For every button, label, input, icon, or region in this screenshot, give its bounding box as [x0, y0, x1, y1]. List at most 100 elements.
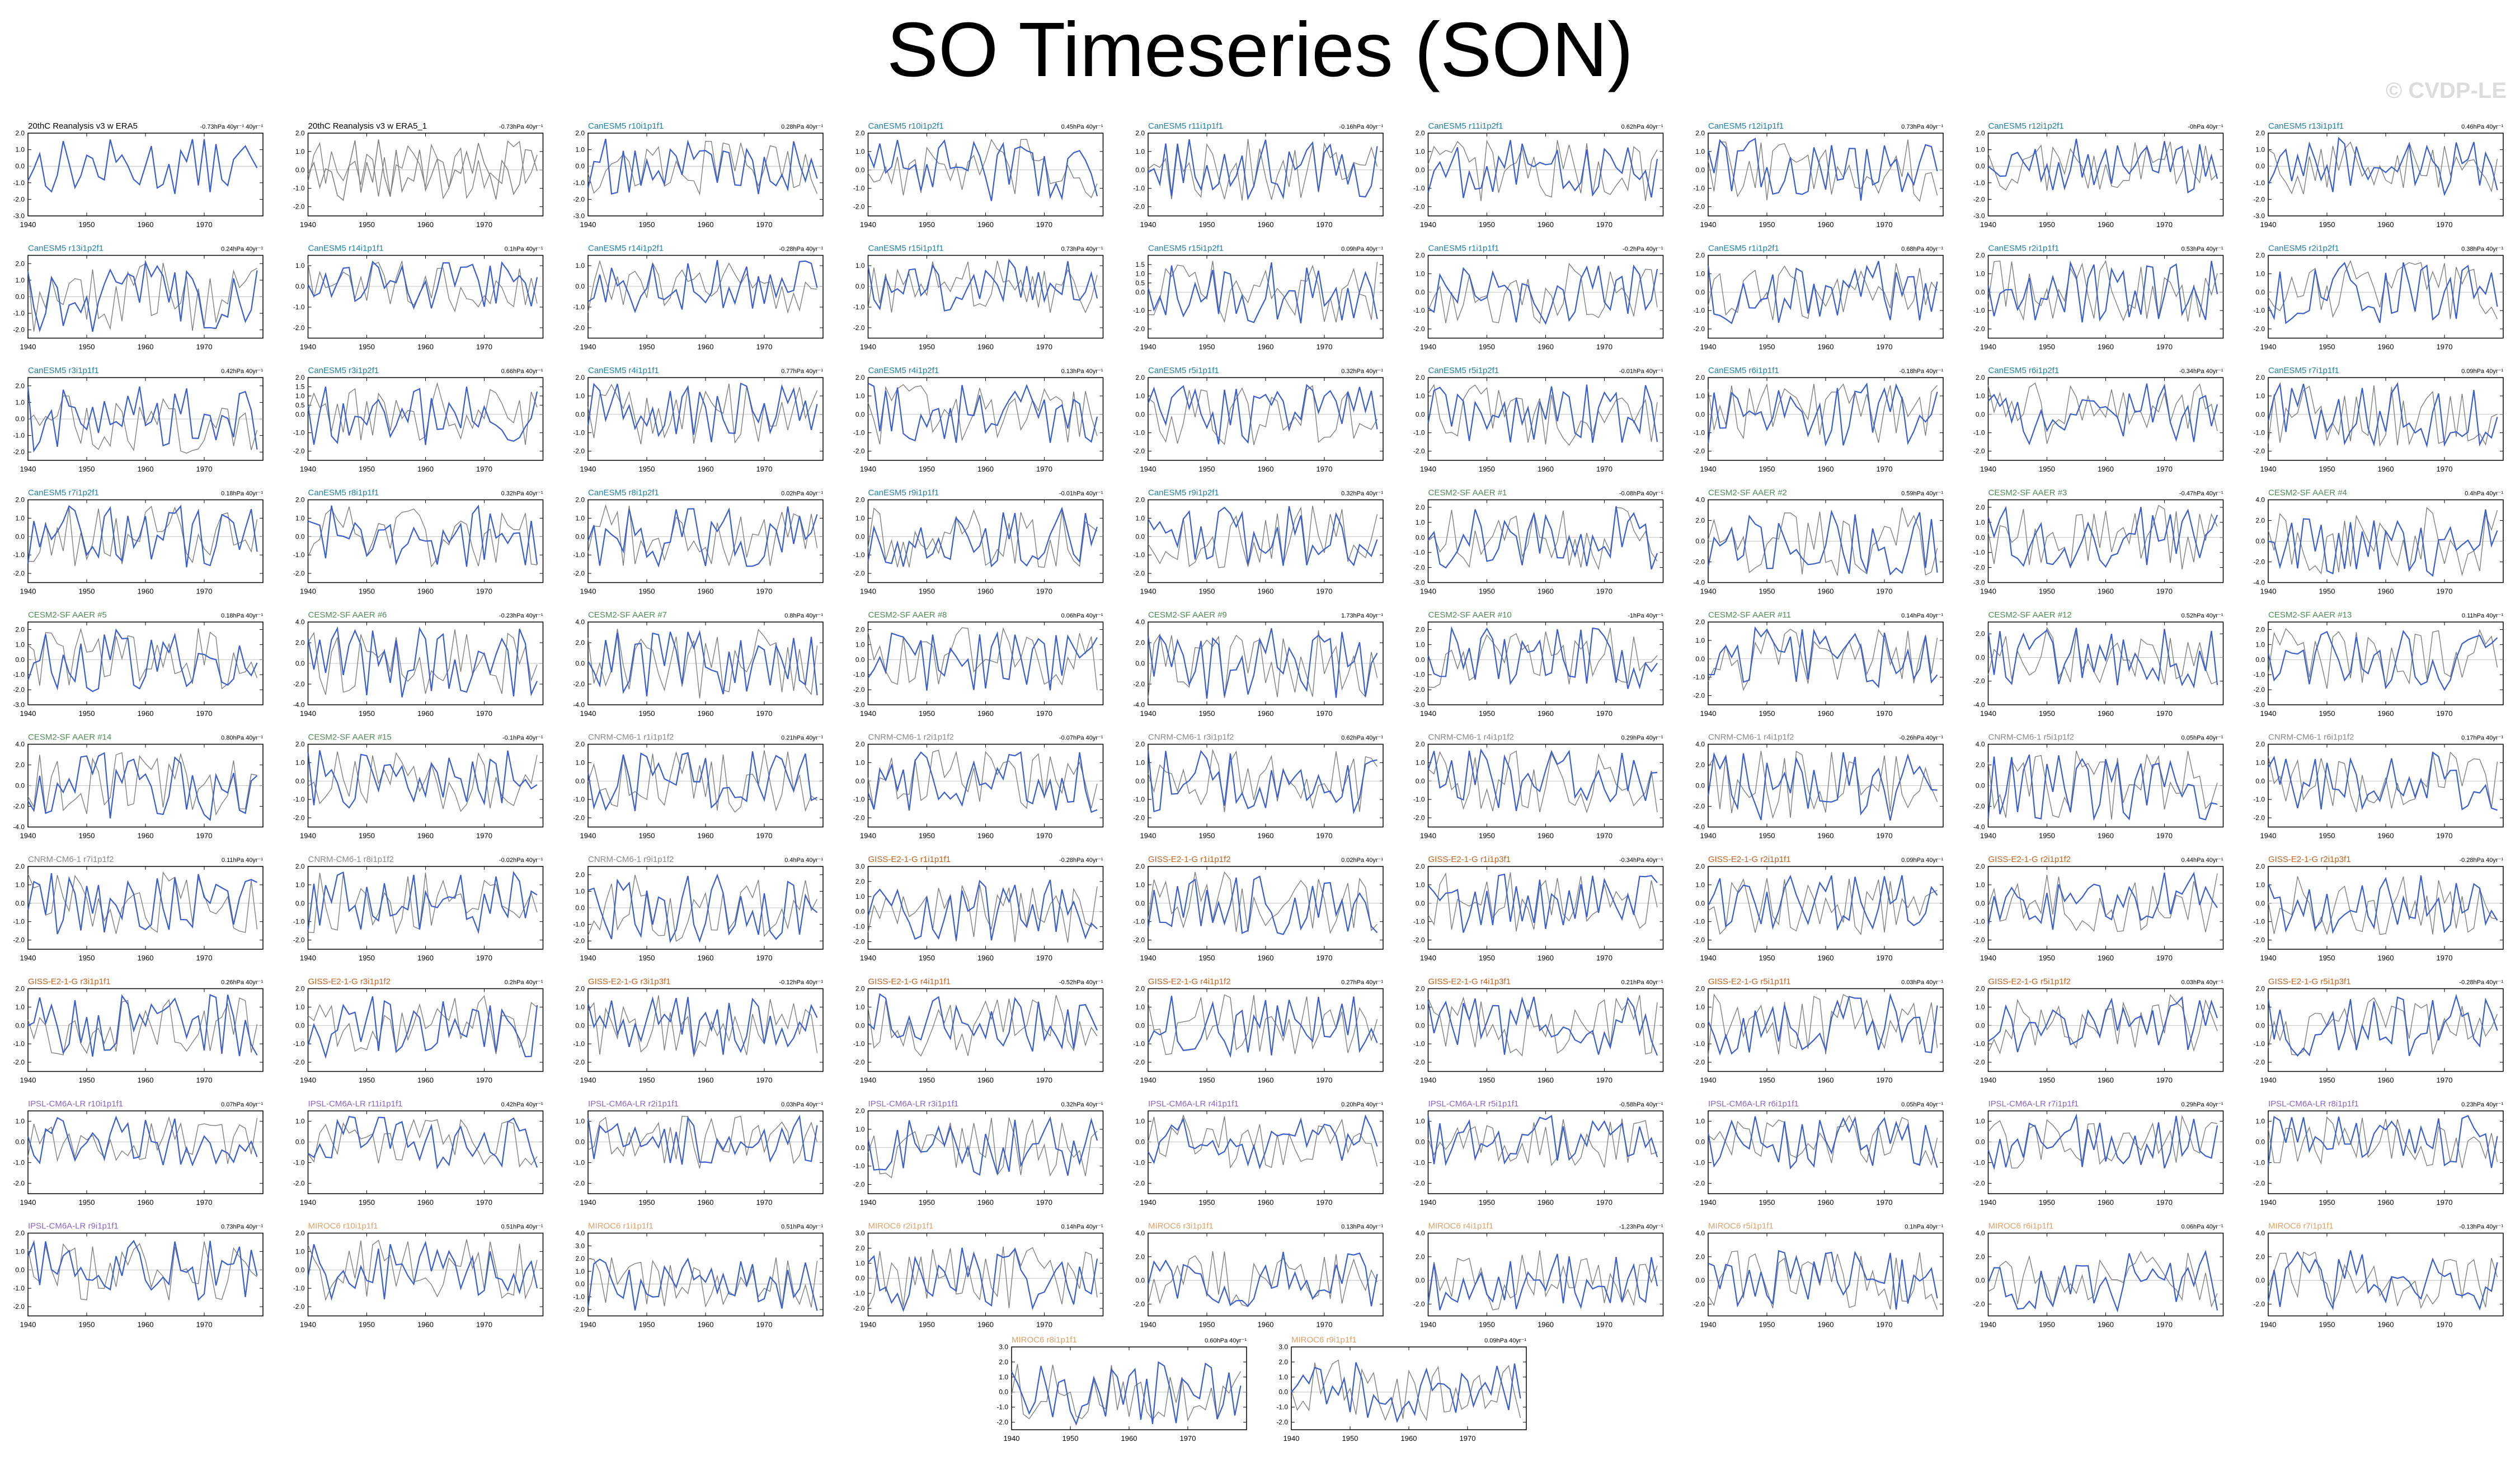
plot-frame — [27, 621, 264, 705]
panel: CESM2-SF AAER #10 -1hPa 40yr⁻¹ 2.0 1.0 0.0 -1… — [1413, 610, 1664, 718]
panel-trend: -0.23hPa 40yr⁻¹ — [499, 613, 543, 619]
x-tick-label: 1970 — [1036, 465, 1052, 473]
x-tick-label: 1970 — [2437, 1321, 2453, 1329]
y-tick-label: 0.0 — [855, 282, 865, 290]
y-tick-label: -1.0 — [293, 1159, 305, 1167]
x-tick-label: 1950 — [2039, 587, 2055, 596]
x-tick-label: 1950 — [639, 832, 655, 840]
y-tick-label: -2.0 — [2253, 325, 2265, 333]
panel: GISS-E2-1-G r4i1p1f1 -0.52hPa 40yr⁻¹ 2.0 1.… — [853, 977, 1104, 1085]
x-tick-label: 1950 — [1062, 1434, 1079, 1443]
member-series-line — [1707, 993, 1938, 1056]
y-tick-label: 0.0 — [2255, 162, 2265, 170]
x-tick-label: 1960 — [698, 709, 714, 718]
y-tick-label: -1.0 — [293, 551, 305, 559]
member-series-line — [1707, 752, 1938, 821]
y-tick-label: -2.0 — [1413, 203, 1425, 211]
x-tick-label: 1950 — [1479, 709, 1495, 718]
panel-trend: 0.77hPa 40yr⁻¹ — [781, 368, 823, 375]
panel: CNRM-CM6-1 r9i1p1f2 0.4hPa 40yr⁻¹ 2.0 1.0 0.… — [573, 855, 824, 962]
x-tick-label: 1970 — [2156, 1198, 2173, 1207]
panel-title: CanESM5 r9i1p1f1 — [868, 488, 939, 498]
y-tick-label: 1.0 — [2255, 1118, 2265, 1125]
panel: IPSL-CM6A-LR r10i1p1f1 0.07hPa 40yr⁻¹ 1.0 0… — [13, 1099, 264, 1207]
y-tick-label: -2.0 — [1973, 803, 1985, 811]
y-tick-label: 1.0 — [2255, 392, 2265, 400]
y-tick-label: 0.0 — [2255, 1138, 2265, 1146]
y-tick-label: 0.0 — [1976, 653, 1985, 661]
x-tick-label: 1950 — [639, 1076, 655, 1085]
y-tick-label: 1.0 — [15, 514, 25, 522]
panel: CanESM5 r14i1p1f1 0.1hPa 40yr⁻¹ 1.0 0.0 -1.0… — [293, 244, 544, 351]
x-tick-label: 1970 — [1036, 220, 1052, 229]
y-tick-label: -2.0 — [1693, 803, 1705, 811]
y-tick-label: 0.0 — [575, 777, 585, 785]
y-tick-label: 1.0 — [855, 148, 865, 156]
y-tick-label: 0.0 — [15, 162, 25, 170]
y-tick-label: 2.0 — [1695, 129, 1705, 137]
x-tick-label: 1960 — [417, 465, 434, 473]
plot-frame — [1148, 1232, 1384, 1317]
reference-series-line — [2268, 997, 2498, 1056]
panel-trend: -1.23hPa 40yr⁻¹ — [1619, 1224, 1663, 1231]
panel-title: CanESM5 r11i1p1f1 — [1148, 121, 1223, 131]
x-tick-label: 1960 — [2378, 587, 2394, 596]
y-tick-label: 0.0 — [1135, 1138, 1145, 1146]
y-tick-label: 2.0 — [1695, 985, 1705, 993]
y-tick-label: 0.0 — [1976, 899, 1985, 907]
x-tick-label: 1960 — [977, 709, 994, 718]
panel-title: CNRM-CM6-1 r7i1p1f2 — [28, 855, 114, 864]
y-tick-label: 0.0 — [1416, 288, 1425, 296]
y-tick-label: 1.0 — [15, 146, 25, 154]
panel-trend: 0.38hPa 40yr⁻¹ — [2461, 246, 2503, 253]
y-tick-label: 2.0 — [2255, 741, 2265, 748]
y-tick-label: 1.0 — [575, 146, 585, 154]
x-tick-label: 1950 — [919, 1198, 935, 1207]
x-tick-label: 1960 — [2378, 465, 2394, 473]
panel-trend: -0.47hPa 40yr⁻¹ — [2179, 491, 2223, 497]
x-tick-label: 1950 — [639, 587, 655, 596]
reference-series-line — [307, 629, 538, 695]
member-series-line — [1427, 626, 1658, 690]
y-tick-label: -2.0 — [1133, 1058, 1145, 1066]
panel: GISS-E2-1-G r3i1p1f1 0.26hPa 40yr⁻¹ 2.0 1.0… — [13, 977, 264, 1085]
y-tick-label: 0.0 — [15, 1266, 25, 1274]
y-tick-label: 1.0 — [1416, 881, 1425, 889]
x-tick-label: 1940 — [1700, 1198, 1717, 1207]
y-tick-label: 3.0 — [1278, 1343, 1288, 1351]
y-tick-label: 1.0 — [2255, 270, 2265, 277]
panel-trend: 0.44hPa 40yr⁻¹ — [2182, 857, 2223, 864]
x-tick-label: 1950 — [1759, 709, 1775, 718]
y-tick-label: 0.0 — [1976, 1138, 1985, 1146]
x-tick-label: 1970 — [476, 709, 492, 718]
y-tick-label: -1.0 — [573, 1159, 585, 1167]
panel-title: CESM2-SF AAER #7 — [588, 610, 667, 620]
reference-series-line — [2268, 385, 2498, 447]
y-tick-label: -1.0 — [13, 1284, 25, 1292]
y-tick-label: 2.0 — [855, 374, 865, 381]
x-tick-label: 1950 — [79, 343, 95, 351]
y-tick-label: 1.0 — [295, 1247, 305, 1255]
panel-trend: 0.29hPa 40yr⁻¹ — [1621, 735, 1663, 742]
y-tick-label: 2.0 — [1976, 374, 1985, 381]
x-tick-label: 1960 — [1258, 1198, 1274, 1207]
panel: IPSL-CM6A-LR r6i1p1f1 0.05hPa 40yr⁻¹ 1.0 0.… — [1693, 1099, 1944, 1207]
y-tick-label: 2.0 — [15, 863, 25, 870]
member-series-line — [867, 631, 1098, 691]
panel-title: CanESM5 r15i1p1f1 — [868, 244, 944, 253]
x-tick-label: 1940 — [1420, 1198, 1436, 1207]
y-tick-label: 0.0 — [1135, 1276, 1145, 1284]
y-tick-label: 1.0 — [1976, 1118, 1985, 1125]
panel: CESM2-SF AAER #2 0.59hPa 40yr⁻¹ 4.0 2.0 0.0 -… — [1693, 488, 1944, 596]
x-tick-label: 1970 — [2156, 709, 2173, 718]
x-tick-label: 1940 — [300, 709, 316, 718]
y-tick-label: 1.0 — [855, 262, 865, 270]
plot-frame — [1987, 133, 2224, 216]
y-tick-label: 1.0 — [1135, 270, 1145, 277]
y-tick-label: 2.0 — [15, 496, 25, 504]
x-tick-label: 1950 — [2319, 954, 2335, 962]
x-tick-label: 1970 — [1877, 1198, 1893, 1207]
x-tick-label: 1970 — [756, 1198, 773, 1207]
y-tick-label: 0.0 — [1695, 655, 1705, 663]
y-tick-label: 2.0 — [2255, 863, 2265, 870]
